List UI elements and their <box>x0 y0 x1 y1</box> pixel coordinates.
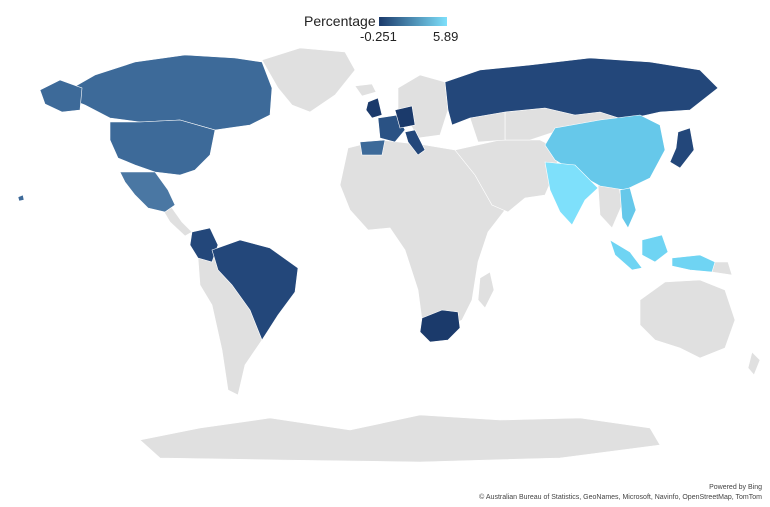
attribution-powered-by: Powered by Bing <box>709 484 762 491</box>
region-europe <box>397 74 449 139</box>
region-canada[interactable] <box>59 54 273 131</box>
region-antarctica <box>139 414 661 463</box>
region-australia <box>639 279 736 359</box>
region-germany[interactable] <box>394 105 416 129</box>
region-india[interactable] <box>544 161 599 226</box>
legend-min-label: -0.251 <box>360 29 397 44</box>
region-new-zealand <box>747 351 761 376</box>
region-spain[interactable] <box>359 139 386 156</box>
region-indonesia-sumatra[interactable] <box>609 239 643 271</box>
legend-color-scale <box>379 17 447 26</box>
legend-max-label: 5.89 <box>433 29 459 44</box>
region-south-africa[interactable] <box>419 309 461 343</box>
region-italy[interactable] <box>404 129 426 156</box>
legend-title: Percentage <box>304 13 376 29</box>
region-mexico[interactable] <box>119 171 176 213</box>
region-brazil[interactable] <box>211 239 299 341</box>
region-madagascar <box>477 271 495 309</box>
region-vietnam[interactable] <box>619 187 637 229</box>
region-japan[interactable] <box>669 127 695 169</box>
region-hawaii[interactable] <box>17 194 25 202</box>
region-united-states[interactable] <box>109 119 216 176</box>
region-greenland <box>261 47 356 113</box>
region-indonesia-borneo[interactable] <box>641 234 669 263</box>
region-colombia[interactable] <box>189 227 219 263</box>
attribution-sources: © Australian Bureau of Statistics, GeoNa… <box>479 494 762 501</box>
region-iceland <box>354 83 377 97</box>
region-alaska[interactable] <box>39 79 83 113</box>
region-indonesia-east[interactable] <box>671 254 716 273</box>
region-uk[interactable] <box>365 97 383 119</box>
